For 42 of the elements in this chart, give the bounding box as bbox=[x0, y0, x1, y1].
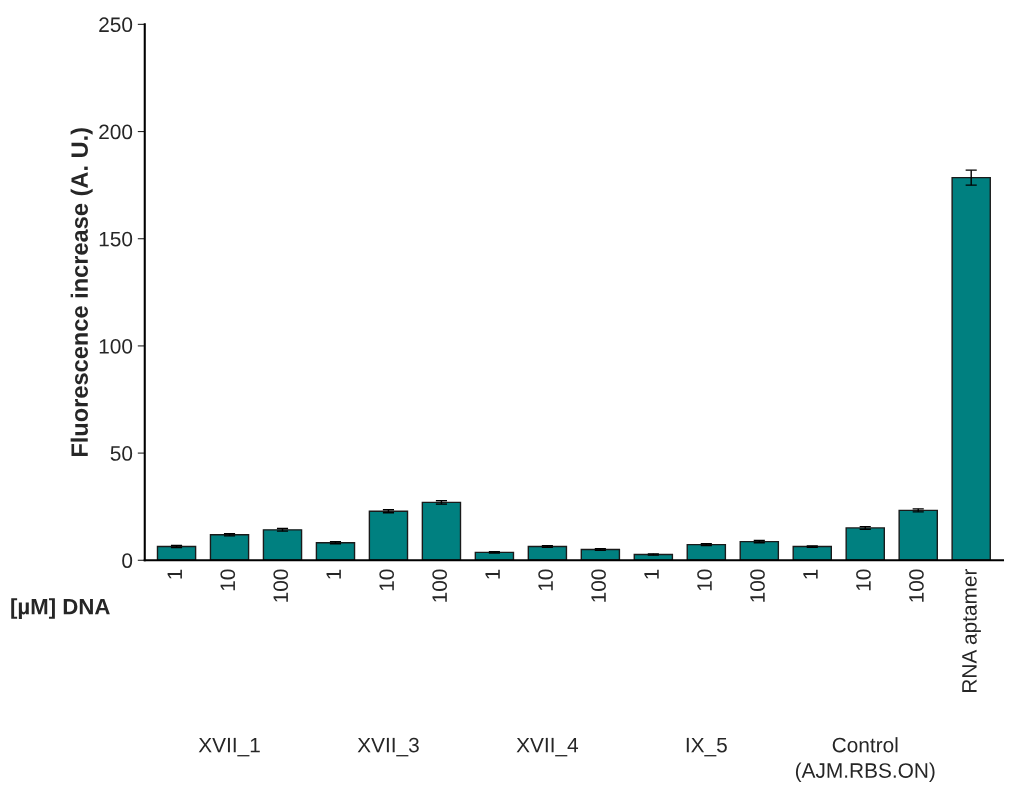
x-tick-label: 10 bbox=[220, 569, 236, 591]
y-tick-label: 100 bbox=[99, 338, 133, 354]
x-tick-label: 1 bbox=[644, 569, 659, 579]
bar bbox=[315, 542, 356, 561]
x-tick-label: 100 bbox=[591, 569, 606, 602]
bar bbox=[686, 543, 727, 561]
text: XVII_4 bbox=[516, 737, 579, 757]
x-tick-label: 100 bbox=[273, 569, 289, 602]
bar bbox=[368, 510, 409, 561]
x-tick-label: 1 bbox=[803, 569, 818, 579]
bar bbox=[845, 527, 886, 561]
x-tick-label: 10 bbox=[538, 569, 553, 591]
bar bbox=[527, 545, 568, 561]
y-tick-label: 200 bbox=[99, 124, 133, 140]
x-tick-label: RNA aptamer bbox=[962, 568, 981, 692]
y-tick-label: 50 bbox=[110, 446, 133, 461]
y-tick-label: 0 bbox=[122, 553, 133, 569]
y-tick-label: 250 bbox=[99, 17, 133, 33]
x-tick-label: 1 bbox=[326, 569, 341, 579]
text: XVII_1 bbox=[198, 737, 260, 757]
x-tick-label: 10 bbox=[856, 569, 871, 591]
x-tick-label: 10 bbox=[379, 569, 395, 591]
bar bbox=[421, 501, 462, 561]
bar bbox=[209, 534, 250, 561]
bar bbox=[739, 540, 780, 561]
x-tick-label: 100 bbox=[909, 569, 924, 602]
y-axis-title: Fluorescence increase (A. U.) bbox=[70, 128, 93, 457]
bar bbox=[951, 176, 991, 561]
bar bbox=[898, 509, 938, 561]
bar bbox=[156, 545, 197, 561]
bar bbox=[262, 529, 303, 561]
x-axis-title: [µM] DNA bbox=[11, 598, 110, 619]
x-tick-label: 1 bbox=[167, 569, 182, 579]
x-tick-label: 100 bbox=[750, 569, 765, 602]
x-tick-label: 10 bbox=[697, 569, 712, 591]
y-tick-label: 150 bbox=[99, 231, 133, 247]
text: XVII_3 bbox=[357, 737, 419, 757]
text: IX_5 bbox=[686, 737, 727, 757]
bar bbox=[792, 545, 833, 561]
x-tick-label: 1 bbox=[485, 569, 500, 579]
x-tick-label: 100 bbox=[432, 569, 448, 602]
text: Control (AJM.RBS.ON) bbox=[795, 737, 935, 782]
